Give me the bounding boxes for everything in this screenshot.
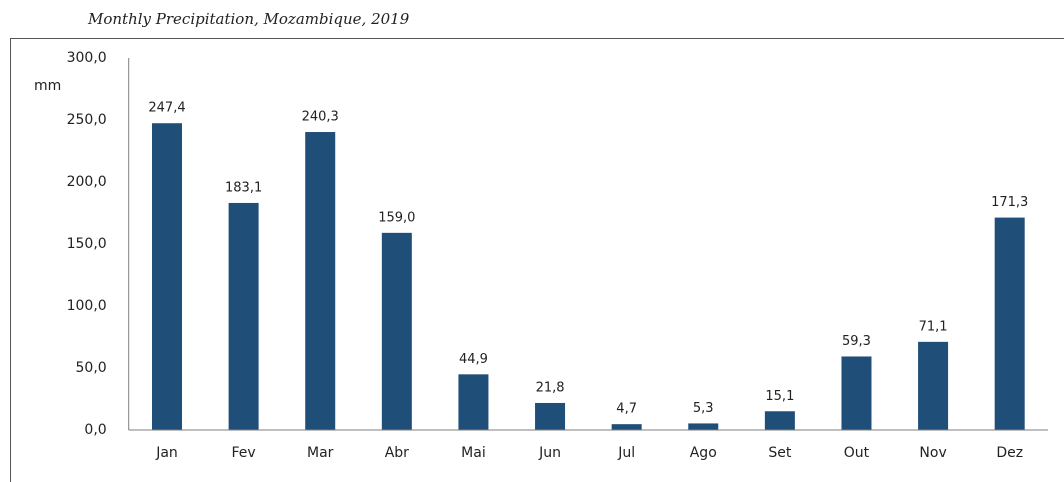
x-tick-label: Out — [844, 445, 870, 461]
x-tick-label: Abr — [385, 445, 409, 461]
value-label: 159,0 — [378, 210, 415, 225]
value-label: 71,1 — [919, 319, 948, 334]
value-label: 44,9 — [459, 352, 488, 367]
value-label: 4,7 — [616, 402, 637, 417]
value-label: 183,1 — [225, 180, 262, 195]
x-tick-label: Fev — [232, 445, 256, 461]
chart-title: Monthly Precipitation, Mozambique, 2019 — [87, 10, 410, 28]
value-label: 59,3 — [842, 334, 871, 349]
bar — [152, 123, 183, 430]
y-tick-label: 250,0 — [67, 112, 107, 128]
value-label: 21,8 — [536, 380, 565, 395]
bar — [228, 202, 259, 430]
value-label: 240,3 — [302, 110, 339, 125]
bar — [918, 341, 949, 430]
bar — [381, 232, 412, 430]
x-tick-label: Jul — [617, 445, 635, 461]
value-label: 247,4 — [148, 101, 185, 116]
x-tick-label: Set — [768, 445, 792, 461]
y-axis-label: mm — [34, 78, 61, 94]
y-tick-label: 150,0 — [67, 236, 107, 252]
x-tick-label: Dez — [996, 445, 1023, 461]
value-label: 15,1 — [765, 389, 794, 404]
bar — [305, 132, 336, 430]
bar — [535, 402, 566, 430]
x-tick-label: Ago — [690, 445, 717, 461]
x-tick-label: Mar — [307, 445, 334, 461]
y-tick-label: 50,0 — [76, 360, 107, 376]
x-tick-label: Nov — [919, 445, 946, 461]
bar — [458, 374, 489, 430]
x-tick-label: Mai — [461, 445, 486, 461]
frame — [10, 38, 1064, 482]
y-tick-label: 100,0 — [67, 298, 107, 314]
x-tick-label: Jan — [155, 445, 178, 461]
bar — [611, 424, 642, 430]
y-tick-label: 300,0 — [67, 50, 107, 66]
value-label: 171,3 — [991, 195, 1028, 210]
bar — [764, 411, 795, 430]
value-label: 5,3 — [693, 401, 714, 416]
x-tick-label: Jun — [538, 445, 561, 461]
y-tick-label: 0,0 — [84, 422, 106, 438]
y-tick-label: 200,0 — [67, 174, 107, 190]
bar — [688, 423, 719, 430]
bar — [841, 356, 872, 430]
bar — [994, 217, 1025, 430]
